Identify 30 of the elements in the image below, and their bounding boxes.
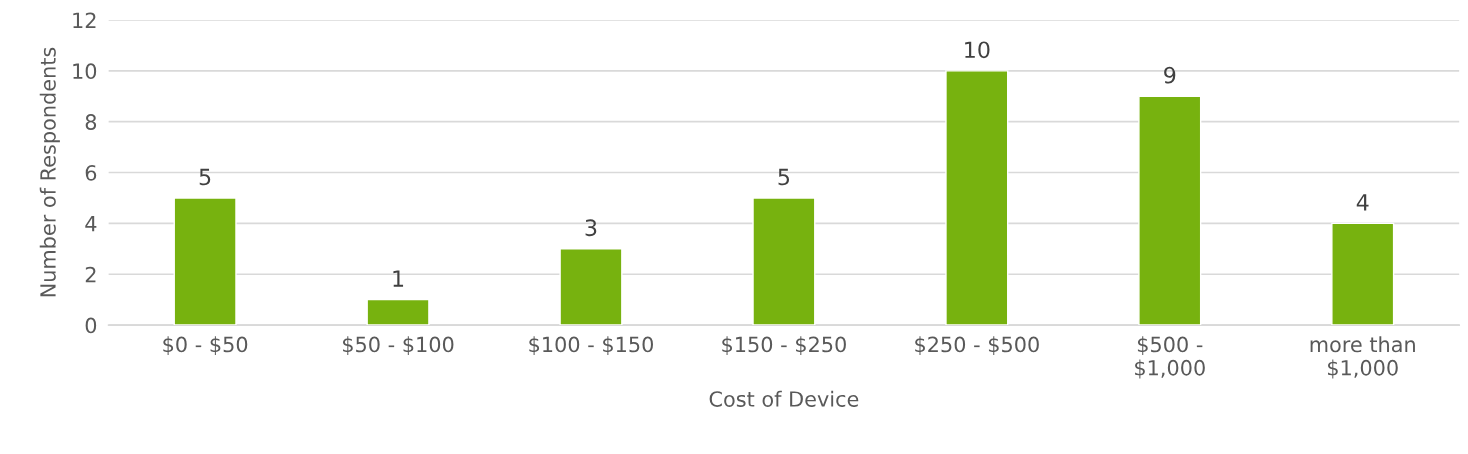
x-tick-label: $0 - $50 bbox=[163, 336, 248, 356]
x-tick-label: $50 - $100 bbox=[342, 336, 454, 356]
y-axis-title: Number of Respondents bbox=[39, 47, 60, 297]
x-tick-label: $100 - $150 bbox=[529, 336, 653, 356]
data-label: 3 bbox=[585, 219, 597, 237]
x-tick-label: more than $1,000 bbox=[1310, 336, 1415, 379]
bar bbox=[1331, 222, 1395, 326]
x-tick-label: $250 - $500 bbox=[915, 336, 1039, 356]
data-label: 10 bbox=[965, 41, 990, 59]
bar bbox=[945, 70, 1009, 326]
y-tick-label: 0 bbox=[85, 317, 97, 334]
y-tick-label: 10 bbox=[73, 63, 97, 80]
y-tick-label: 8 bbox=[85, 114, 97, 130]
x-axis-title: Cost of Device bbox=[709, 390, 859, 407]
bar bbox=[752, 197, 816, 326]
bar bbox=[1138, 95, 1202, 326]
x-tick-label: $500 - $1,000 bbox=[1135, 336, 1205, 379]
bar bbox=[559, 248, 623, 326]
data-label: 1 bbox=[393, 270, 404, 287]
y-tick-label: 2 bbox=[85, 266, 96, 283]
y-tick-label: 4 bbox=[85, 216, 97, 232]
x-tick-label: $150 - $250 bbox=[722, 336, 846, 356]
data-label: 5 bbox=[199, 168, 211, 186]
y-tick-label: 12 bbox=[73, 12, 96, 28]
data-label: 4 bbox=[1356, 194, 1369, 211]
data-label: 9 bbox=[1164, 66, 1176, 84]
y-tick-label: 6 bbox=[85, 164, 97, 181]
bar bbox=[366, 298, 430, 326]
data-label: 5 bbox=[778, 168, 790, 186]
bar bbox=[173, 197, 237, 326]
